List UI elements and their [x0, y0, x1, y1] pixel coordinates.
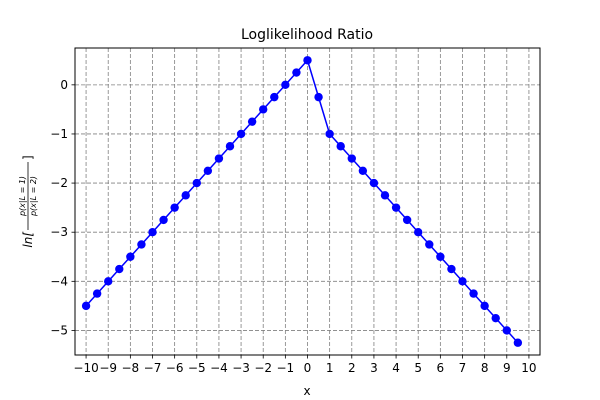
data-point	[270, 92, 279, 102]
y-tick-label: −5	[50, 323, 68, 337]
data-point	[137, 240, 146, 249]
y-axis-ticks: 0 −1 −2 −3 −4 −5	[50, 78, 75, 337]
x-tick-label: 3	[370, 361, 378, 375]
y-axis-label-suffix: ]	[21, 155, 35, 160]
data-point	[81, 301, 91, 311]
data-series	[81, 56, 523, 347]
x-tick-label: 4	[392, 361, 400, 375]
data-point	[247, 117, 257, 126]
data-point	[92, 289, 102, 298]
y-tick-label: −2	[50, 176, 68, 190]
data-point	[314, 92, 323, 102]
x-tick-label: −7	[144, 361, 162, 375]
x-tick-label: 0	[304, 361, 312, 375]
data-point	[347, 154, 356, 163]
data-point	[281, 80, 290, 90]
y-axis-label-denominator: p(x|L = 2)	[29, 176, 38, 217]
data-point	[203, 166, 213, 175]
x-tick-label: −6	[166, 361, 184, 375]
grid-lines	[75, 48, 540, 355]
x-tick-label: 7	[459, 361, 467, 375]
data-point	[458, 277, 467, 286]
data-point	[369, 178, 379, 188]
data-point	[104, 277, 113, 286]
x-axis-ticks: −10 −9 −8 −7 −6 −5 −4 −3 −2 −1 0 1 2 3 4 5 6 7 8 9 10	[73, 355, 537, 375]
data-point	[513, 338, 523, 347]
x-tick-label: −5	[188, 361, 206, 375]
y-tick-label: 0	[60, 78, 68, 92]
x-tick-label: 1	[326, 361, 334, 375]
x-tick-label: 5	[414, 361, 422, 375]
y-tick-label: −1	[50, 127, 68, 141]
data-point	[391, 203, 401, 212]
data-point	[491, 313, 500, 323]
data-point	[170, 203, 179, 212]
x-tick-label: −9	[99, 361, 117, 375]
data-point	[192, 178, 201, 188]
data-point	[292, 68, 301, 77]
x-tick-label: −10	[73, 361, 98, 375]
chart-title: Loglikelihood Ratio	[241, 27, 373, 43]
data-point	[115, 264, 124, 274]
x-tick-label: −2	[254, 361, 272, 375]
x-tick-label: 9	[503, 361, 511, 375]
data-point	[425, 240, 434, 249]
y-axis-label-prefix: ln[	[21, 231, 35, 248]
x-tick-label: −8	[122, 361, 140, 375]
data-point	[402, 215, 412, 225]
data-point	[469, 289, 478, 298]
data-point	[480, 301, 489, 311]
data-point	[358, 166, 368, 175]
data-point	[502, 326, 511, 335]
x-tick-label: −1	[277, 361, 295, 375]
data-point	[126, 252, 135, 261]
data-point	[148, 228, 157, 237]
series-line	[85, 58, 519, 344]
x-tick-label: −4	[210, 361, 228, 375]
y-axis-label: ln[ p(x|L = 1) p(x|L = 2) ]	[18, 155, 38, 247]
y-axis-label-numerator: p(x|L = 1)	[18, 176, 27, 217]
data-point	[225, 142, 235, 151]
x-axis-label: x	[303, 384, 310, 398]
x-tick-label: 2	[348, 361, 356, 375]
data-point	[414, 228, 423, 237]
data-point	[325, 129, 334, 139]
data-point	[259, 105, 268, 114]
data-point	[159, 215, 168, 225]
data-point	[436, 252, 445, 261]
data-point	[447, 264, 456, 274]
x-tick-label: 8	[481, 361, 489, 375]
x-tick-label: −3	[232, 361, 250, 375]
y-tick-label: −4	[50, 274, 68, 288]
data-point	[380, 191, 390, 200]
data-point	[236, 129, 246, 139]
data-point	[214, 154, 224, 163]
y-tick-label: −3	[50, 225, 68, 239]
data-point	[303, 56, 312, 65]
x-tick-label: 6	[437, 361, 445, 375]
data-point	[181, 191, 190, 200]
data-point	[336, 142, 345, 151]
x-tick-label: 10	[521, 361, 536, 375]
